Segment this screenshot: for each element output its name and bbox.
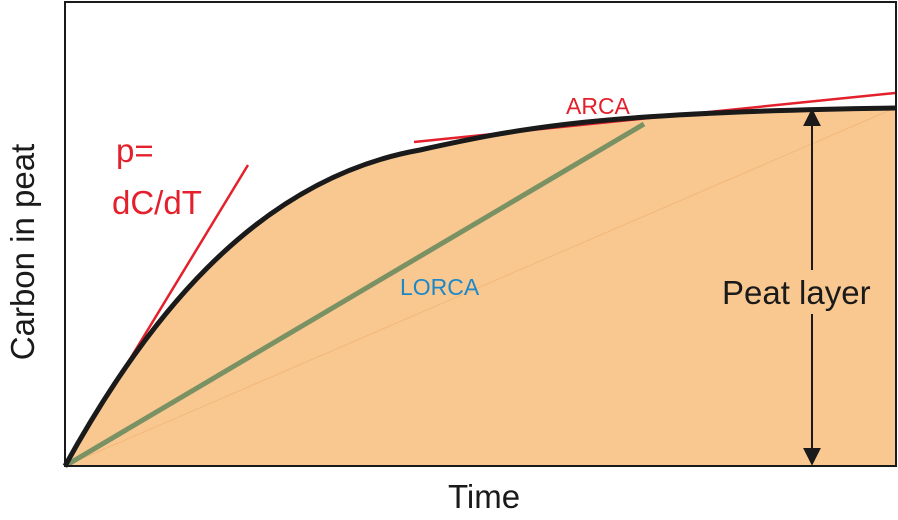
slope-label-line2: dC/dT	[112, 184, 202, 221]
carbon-accumulation-curve	[62, 105, 896, 468]
peat-layer-label: Peat layer	[722, 274, 871, 311]
y-axis-label: Carbon in peat	[4, 144, 41, 360]
peat-layer-label-bg	[716, 270, 886, 314]
arca-label: ARCA	[566, 93, 631, 119]
x-axis-label: Time	[448, 478, 520, 515]
faint-diagonal-line	[64, 107, 896, 467]
slope-label-line1: p=	[116, 132, 154, 169]
lorca-line	[63, 121, 646, 469]
plot-frame	[64, 1, 897, 467]
lorca-label: LORCA	[400, 274, 480, 300]
